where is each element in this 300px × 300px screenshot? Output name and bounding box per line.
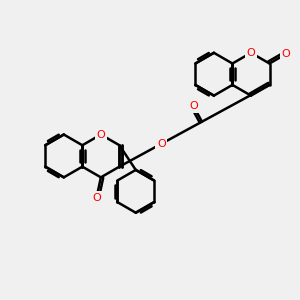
Text: O: O — [157, 139, 166, 149]
Text: O: O — [189, 101, 198, 111]
Text: O: O — [97, 130, 105, 140]
Text: O: O — [92, 193, 101, 203]
Text: O: O — [282, 49, 291, 59]
Text: O: O — [247, 48, 255, 58]
